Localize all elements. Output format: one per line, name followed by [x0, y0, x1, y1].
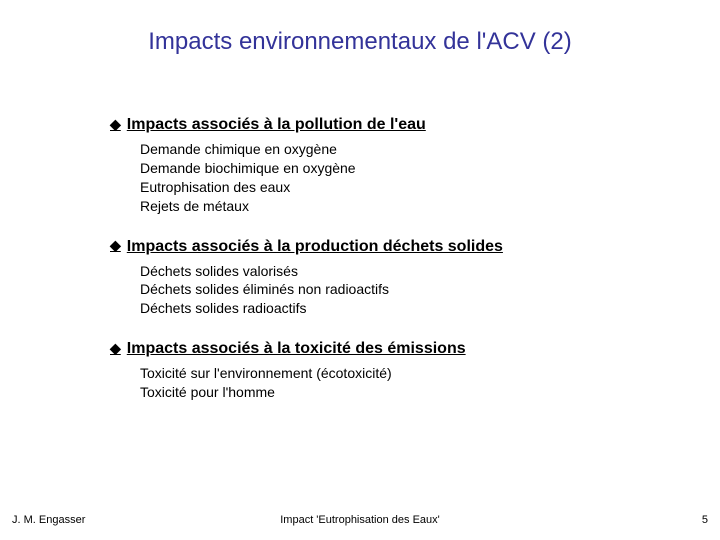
- section-heading-text: Impacts associés à la toxicité des émiss…: [127, 340, 466, 358]
- list-item: Déchets solides valorisés: [140, 262, 640, 281]
- list-item: Déchets solides radioactifs: [140, 299, 640, 318]
- list-item: Rejets de métaux: [140, 197, 640, 216]
- section-heading-text: Impacts associés à la production déchets…: [127, 238, 503, 256]
- diamond-bullet-icon: ◆: [110, 237, 121, 254]
- sub-items: Demande chimique en oxygène Demande bioc…: [110, 140, 640, 216]
- list-item: Déchets solides éliminés non radioactifs: [140, 280, 640, 299]
- section-heading: ◆ Impacts associés à la toxicité des émi…: [110, 340, 640, 358]
- footer-author: J. M. Engasser: [12, 514, 85, 526]
- section-water: ◆ Impacts associés à la pollution de l'e…: [110, 116, 640, 216]
- section-heading-text: Impacts associés à la pollution de l'eau: [127, 116, 426, 134]
- section-toxicity: ◆ Impacts associés à la toxicité des émi…: [110, 340, 640, 402]
- sub-items: Toxicité sur l'environnement (écotoxicit…: [110, 364, 640, 402]
- list-item: Demande chimique en oxygène: [140, 140, 640, 159]
- section-heading: ◆ Impacts associés à la production déche…: [110, 238, 640, 256]
- list-item: Eutrophisation des eaux: [140, 178, 640, 197]
- list-item: Toxicité pour l'homme: [140, 383, 640, 402]
- section-solid-waste: ◆ Impacts associés à la production déche…: [110, 238, 640, 319]
- list-item: Toxicité sur l'environnement (écotoxicit…: [140, 364, 640, 383]
- section-heading: ◆ Impacts associés à la pollution de l'e…: [110, 116, 640, 134]
- sub-items: Déchets solides valorisés Déchets solide…: [110, 262, 640, 319]
- list-item: Demande biochimique en oxygène: [140, 159, 640, 178]
- footer-subtitle: Impact 'Eutrophisation des Eaux': [280, 514, 440, 526]
- slide-content: ◆ Impacts associés à la pollution de l'e…: [0, 56, 720, 402]
- diamond-bullet-icon: ◆: [110, 340, 121, 357]
- page-number: 5: [702, 514, 708, 526]
- slide-title: Impacts environnementaux de l'ACV (2): [0, 0, 720, 56]
- diamond-bullet-icon: ◆: [110, 116, 121, 133]
